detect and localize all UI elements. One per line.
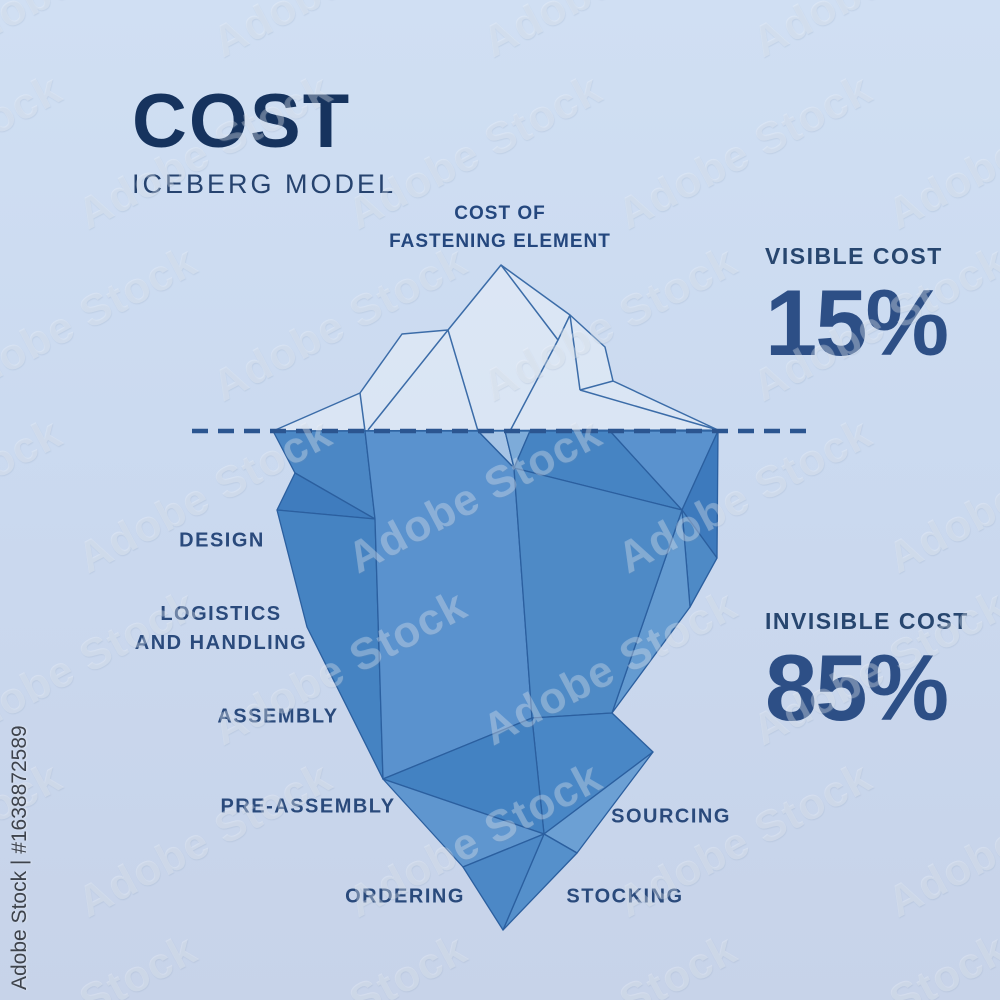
factor-ordering: ORDERING [345,885,465,908]
invisible-cost-block: INVISIBLE COST 85% [765,608,1000,735]
iceberg-above-facet-lines [359,264,719,432]
factor-pre-assembly: PRE-ASSEMBLY [220,795,396,818]
invisible-cost-label: INVISIBLE COST [765,608,969,634]
visible-cost-label: VISIBLE COST [765,243,943,269]
tip-label: COST OF FASTENING ELEMENT [389,203,611,252]
page-title: COST [132,79,352,164]
watermark-credit: Adobe Stock | #1638872589 [8,725,31,990]
page-subtitle: ICEBERG MODEL [132,169,397,199]
factor-sourcing: SOURCING [611,805,731,828]
factor-stocking: STOCKING [566,885,684,908]
iceberg-above-water [272,264,719,432]
factor-design: DESIGN [179,529,265,552]
iceberg-facet [364,430,533,780]
visible-cost-value: 15% [765,270,949,375]
visible-cost-block: VISIBLE COST 15% [765,243,1000,370]
title-block: COST ICEBERG MODEL [132,84,396,200]
factor-logistics-and-handling: LOGISTICS AND HANDLING [134,603,308,654]
invisible-cost-value: 85% [765,635,949,740]
iceberg-above-silhouette [272,264,719,432]
iceberg-underwater [272,430,719,931]
iceberg-facet [462,833,545,931]
factor-assembly: ASSEMBLY [217,705,339,728]
